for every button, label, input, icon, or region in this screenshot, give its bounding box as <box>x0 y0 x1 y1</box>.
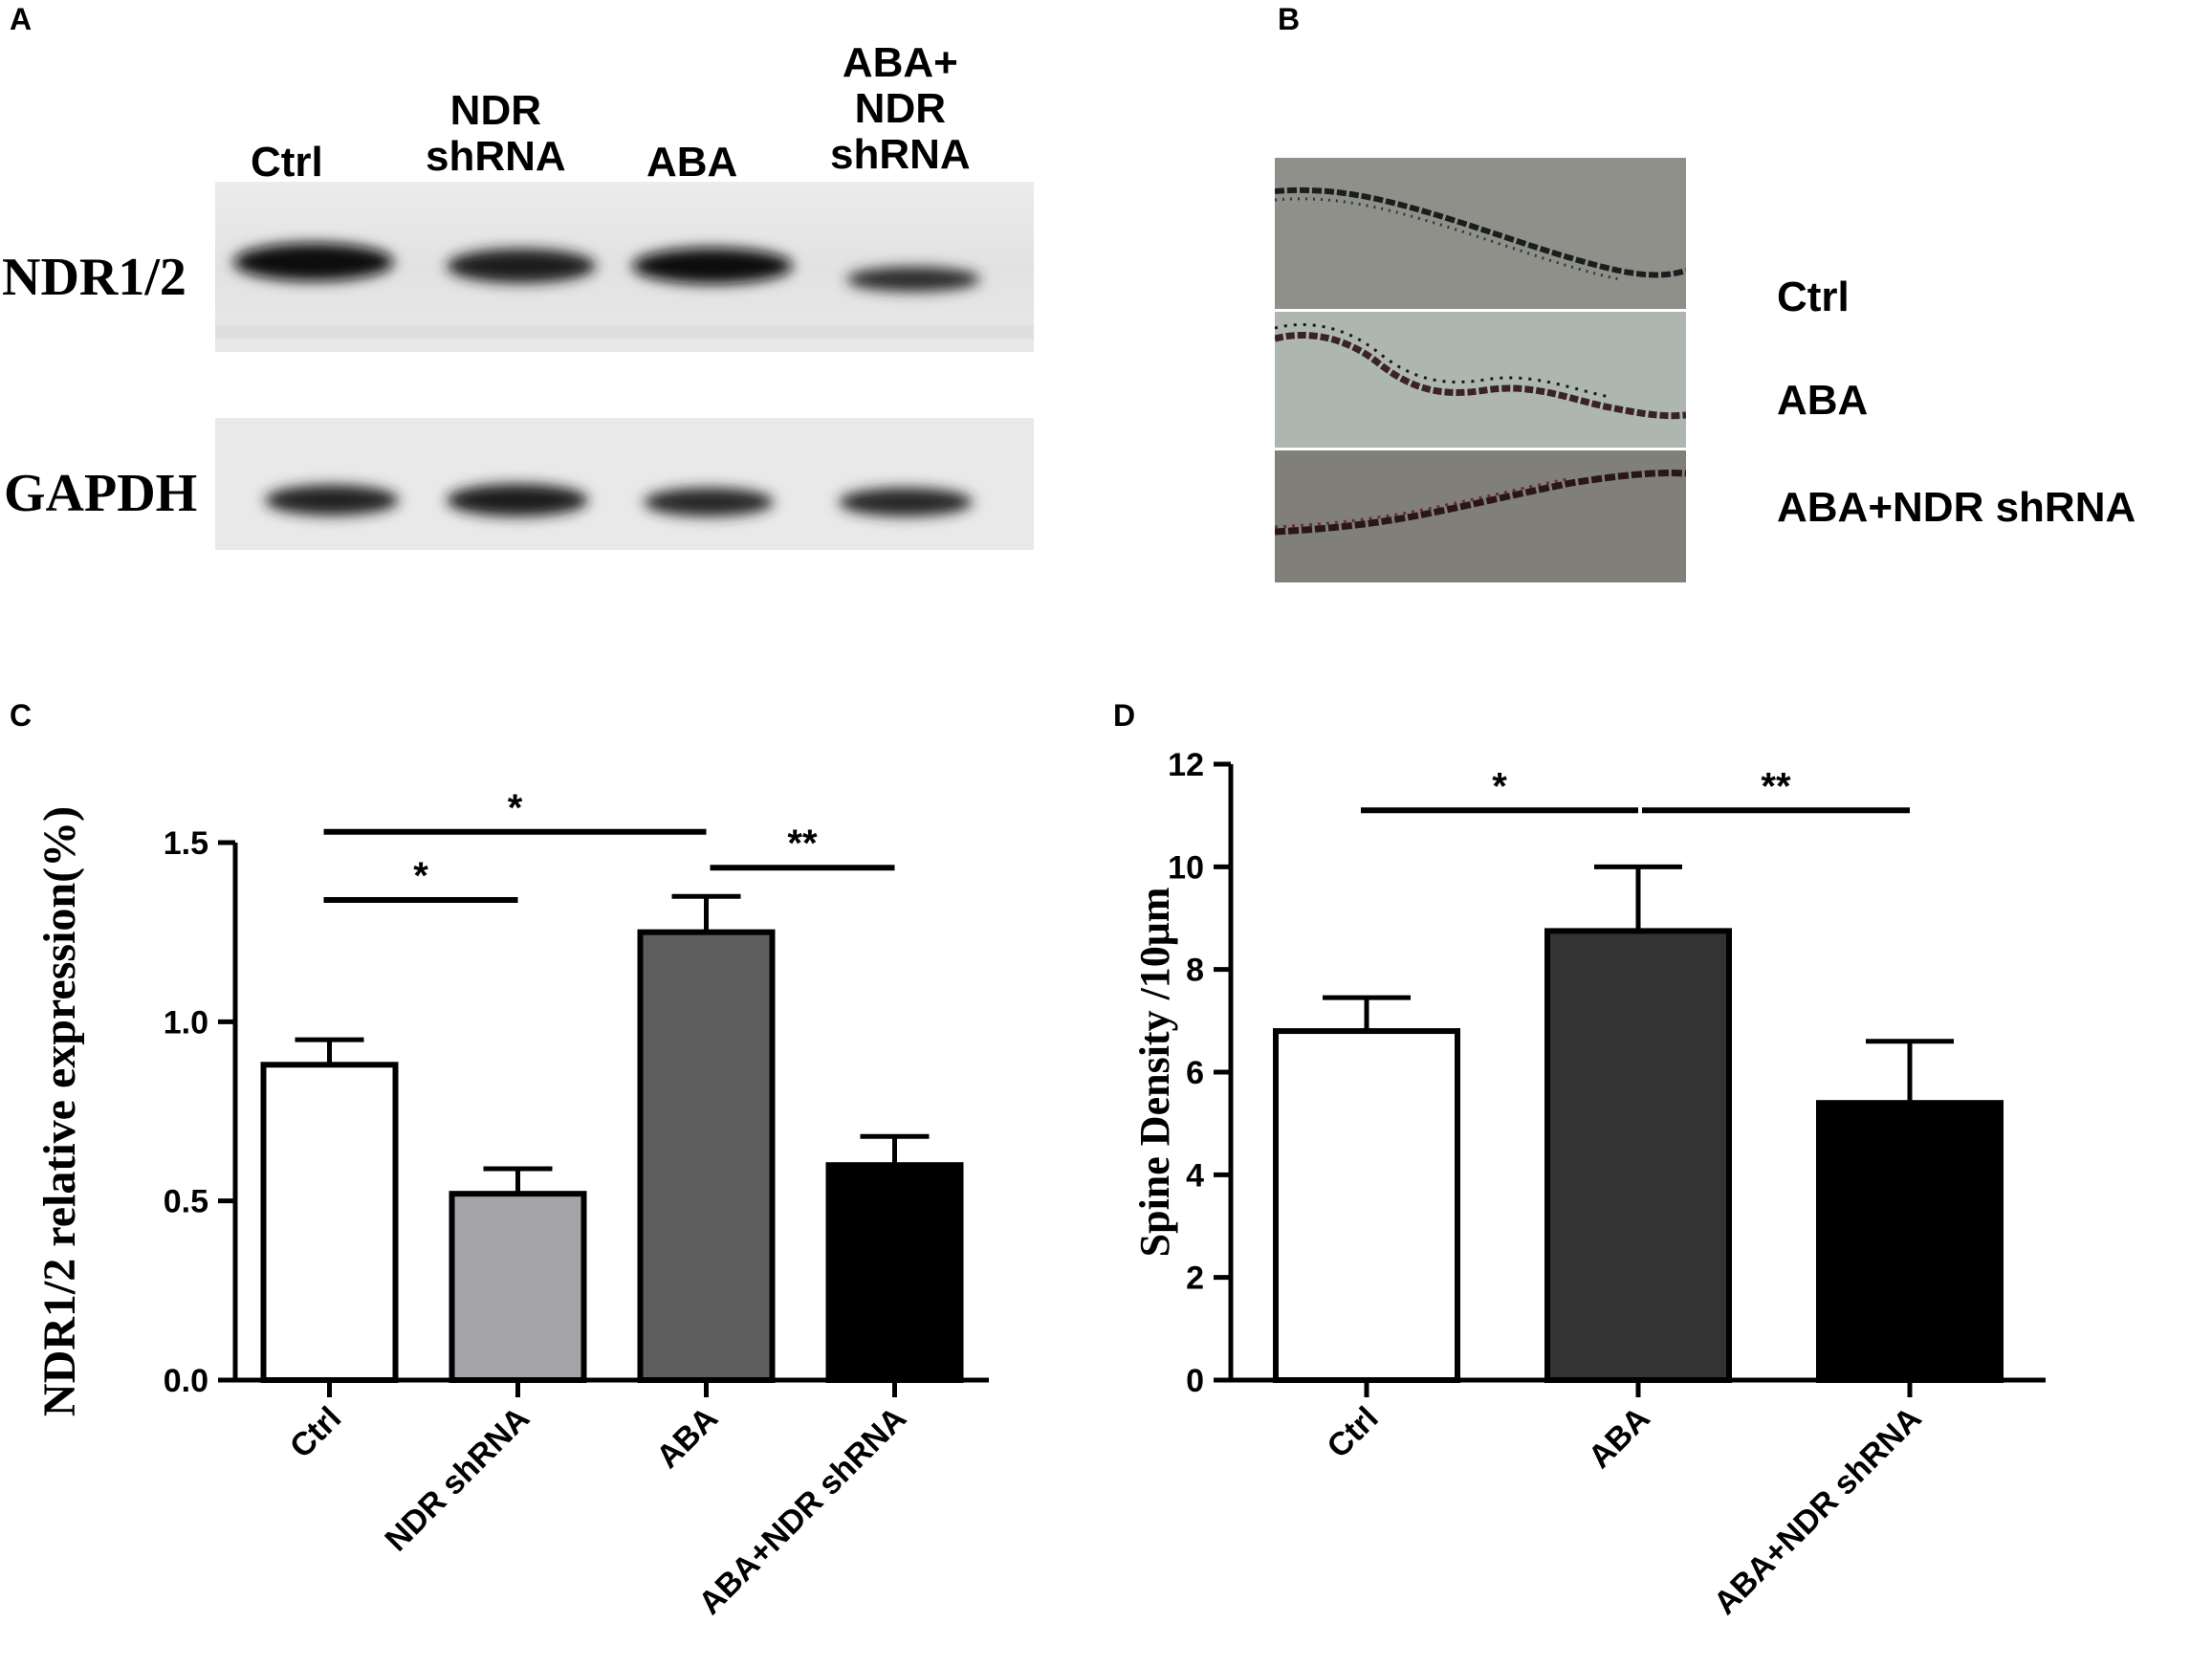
y-tick-label: 4 <box>1186 1157 1204 1194</box>
bar-ndr-shrna <box>449 1191 587 1383</box>
y-tick-label: 12 <box>1168 747 1204 783</box>
significance-label: ** <box>787 823 818 865</box>
y-tick-label: 8 <box>1186 953 1204 989</box>
significance-label: * <box>1492 765 1507 807</box>
gapdh-band-3 <box>644 488 774 516</box>
ndr12-band-4 <box>846 267 980 292</box>
panel-b-label: B <box>1278 2 1301 36</box>
bar-aba-ndr-shrna <box>825 1162 964 1384</box>
y-axis-label: Spine Density /10μm <box>1131 888 1178 1258</box>
x-tick-label-aba-ndr-shrna: ABA+NDR shRNA <box>1707 1400 1929 1622</box>
gapdh-band-4 <box>839 488 973 516</box>
x-tick-label-aba: ABA <box>1582 1400 1657 1476</box>
lane-label-ndr-shrna: NDR shRNA <box>426 87 566 180</box>
x-tick-label-aba: ABA <box>649 1400 725 1476</box>
panel-a-label: A <box>10 2 33 36</box>
y-tick-label: 0.0 <box>164 1363 208 1399</box>
ndr12-band-3 <box>632 248 793 284</box>
bar-ctrl <box>1273 1028 1460 1383</box>
micrograph-label-aba: ABA <box>1777 377 1869 424</box>
bar-aba <box>637 929 776 1384</box>
gapdh-band-2 <box>447 484 588 516</box>
row-label-gapdh: GAPDH <box>4 464 198 523</box>
lane-label-ctrl: Ctrl <box>251 139 323 186</box>
bar-aba <box>1544 928 1732 1384</box>
y-tick-label: 2 <box>1186 1261 1204 1297</box>
bar-ctrl <box>260 1062 399 1383</box>
ndr12-band-1 <box>233 243 394 281</box>
micrograph-ctrl <box>1275 158 1686 309</box>
x-tick-label-aba-ndr-shrna: ABA+NDR shRNA <box>691 1400 913 1622</box>
y-tick-label: 1.0 <box>164 1004 208 1041</box>
gapdh-blot <box>215 418 1034 550</box>
micrograph-label-ctrl: Ctrl <box>1777 274 1850 320</box>
micrograph-aba <box>1275 312 1686 448</box>
micrograph-label-aba-ndr-shrna: ABA+NDR shRNA <box>1777 484 2136 531</box>
significance-label: * <box>508 787 523 829</box>
x-tick-label-ctrl: Ctrl <box>1320 1400 1385 1465</box>
y-tick-label: 6 <box>1186 1055 1204 1091</box>
significance-label: * <box>413 855 428 897</box>
panel-d-label: D <box>1113 698 1136 733</box>
lane-label-aba-ndr-shrna: ABA+ NDR shRNA <box>830 39 971 178</box>
x-tick-label-ctrl: Ctrl <box>283 1400 348 1465</box>
y-tick-label: 1.5 <box>164 825 208 862</box>
panel-c-label: C <box>10 698 33 733</box>
significance-label: ** <box>1761 765 1791 807</box>
y-tick-label: 0 <box>1186 1363 1204 1399</box>
gapdh-band-1 <box>265 485 399 515</box>
lane-label-aba: ABA <box>646 139 738 186</box>
micrograph-aba-ndr-shrna <box>1275 450 1686 582</box>
y-tick-label: 10 <box>1168 849 1204 886</box>
y-tick-label: 0.5 <box>164 1184 208 1220</box>
ndr12-blot <box>215 182 1034 352</box>
bar-aba-ndr-shrna <box>1816 1100 2004 1383</box>
y-axis-label: NDR1/2 relative expression(%) <box>34 806 85 1416</box>
row-label-ndr12: NDR1/2 <box>2 248 186 307</box>
x-tick-label-ndr-shrna: NDR shRNA <box>378 1400 537 1559</box>
ndr12-band-2 <box>447 249 596 283</box>
